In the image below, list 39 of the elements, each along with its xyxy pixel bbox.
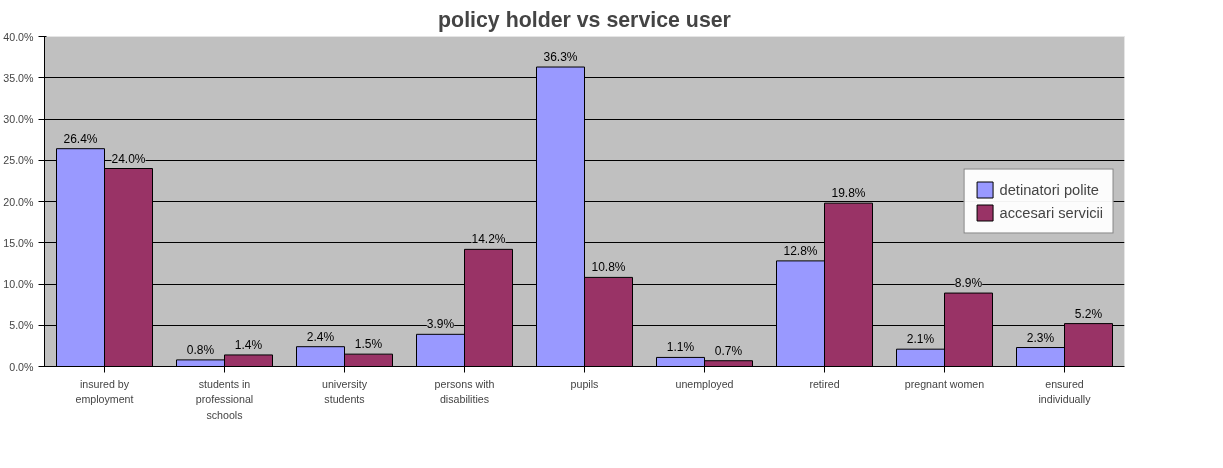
- data-label: 1.1%: [666, 340, 695, 355]
- data-label: 14.2%: [471, 232, 506, 247]
- y-tick-label: 15.0%: [3, 236, 35, 249]
- data-label: 0.8%: [186, 342, 215, 357]
- data-label: 36.3%: [543, 50, 578, 65]
- y-tick-label: 35.0%: [3, 71, 35, 84]
- data-label: 3.9%: [426, 317, 455, 332]
- data-label: 2.1%: [906, 332, 935, 347]
- x-tick-label: pupils: [570, 377, 599, 390]
- legend-label: detinatori polite: [999, 181, 1099, 198]
- y-tick-label: 40.0%: [3, 30, 35, 43]
- data-label: 19.8%: [831, 186, 866, 201]
- data-label: 24.0%: [111, 151, 146, 166]
- x-tick-label: pregnant women: [904, 377, 985, 390]
- data-label: 8.9%: [954, 276, 983, 291]
- y-tick-label: 30.0%: [3, 113, 35, 125]
- data-label: 1.5%: [354, 337, 383, 352]
- x-tick-label: university students: [322, 377, 368, 406]
- x-tick-label: students in professional schools: [195, 377, 254, 421]
- data-label: 5.2%: [1074, 306, 1103, 321]
- y-tick-label: 10.0%: [3, 278, 35, 290]
- x-tick-label: insured by employment: [75, 377, 134, 406]
- y-tick-label: 25.0%: [3, 154, 35, 167]
- x-tick-label: retired: [809, 377, 840, 390]
- y-tick-label: 0.0%: [9, 360, 35, 373]
- chart-title: policy holder vs service user: [438, 7, 731, 32]
- data-label: 10.8%: [591, 260, 626, 275]
- data-label: 26.4%: [63, 131, 98, 146]
- data-label: 0.7%: [714, 343, 743, 358]
- data-label: 2.3%: [1026, 330, 1055, 345]
- x-tick-label: ensured individually: [1038, 377, 1092, 406]
- legend-label: accesari servicii: [999, 204, 1103, 221]
- data-label: 2.4%: [306, 329, 335, 344]
- y-tick-label: 5.0%: [9, 319, 35, 332]
- data-label: 12.8%: [783, 243, 818, 258]
- y-tick-label: 20.0%: [3, 195, 35, 208]
- x-tick-label: unemployed: [675, 377, 734, 390]
- x-tick-label: persons with disabilities: [434, 377, 495, 406]
- data-label: 1.4%: [234, 337, 263, 352]
